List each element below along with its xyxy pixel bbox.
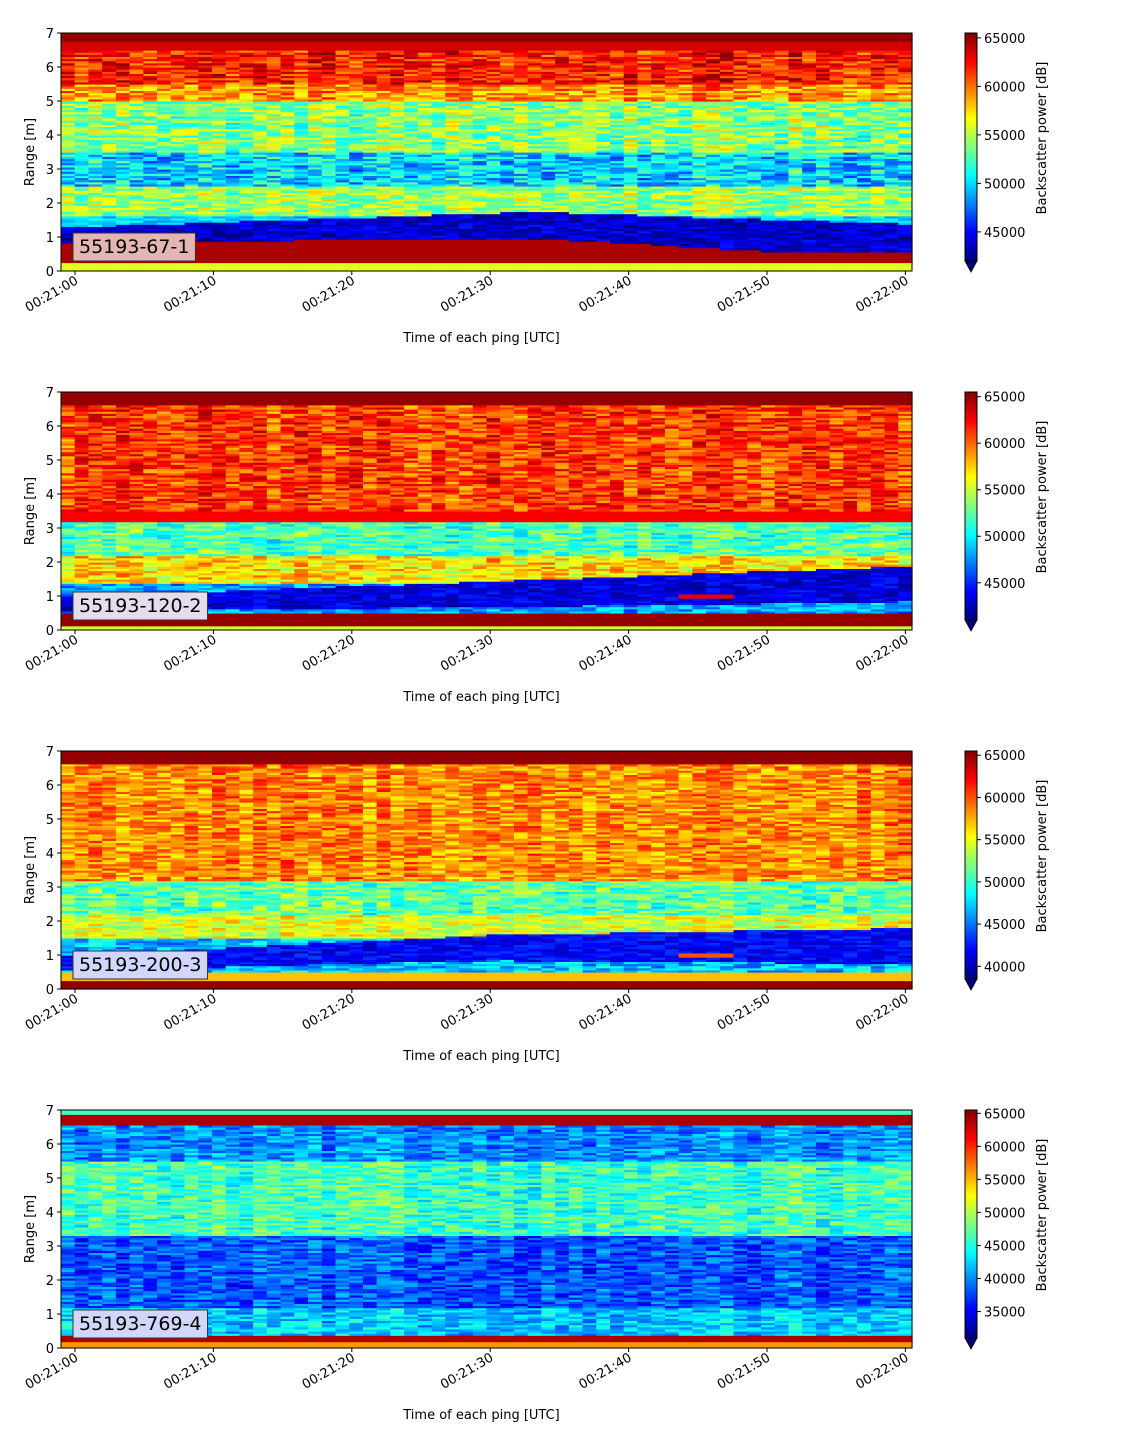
panel-1: 01234567 00:21:00 00:21:10 00:21:20 00:21:3… xyxy=(23,27,1050,346)
